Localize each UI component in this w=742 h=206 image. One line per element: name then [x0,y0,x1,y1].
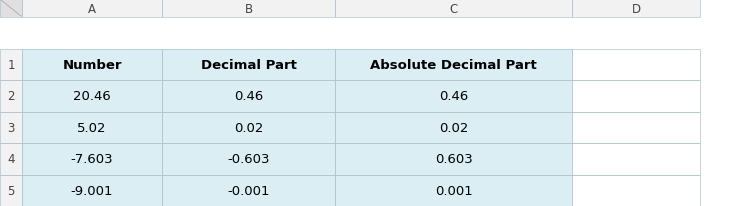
Bar [0,175,22,206]
Text: 0.46: 0.46 [234,90,263,103]
Text: 0.46: 0.46 [439,90,468,103]
Bar [572,49,700,81]
Bar [572,175,700,206]
Bar [22,143,162,175]
Text: -0.001: -0.001 [227,184,270,197]
Bar [335,49,572,81]
Bar [572,112,700,143]
Text: -9.001: -9.001 [70,184,114,197]
Bar [22,0,162,18]
Bar [335,175,572,206]
Text: Decimal Part: Decimal Part [200,59,297,71]
Text: D: D [631,2,640,15]
Bar [335,112,572,143]
Bar [22,81,162,112]
Text: 5: 5 [7,184,15,197]
Bar [0,175,22,206]
Bar [162,0,335,18]
Bar [22,112,162,143]
Bar [335,81,572,112]
Bar [335,81,572,112]
Bar [162,175,335,206]
Bar [572,175,700,206]
Bar [162,49,335,81]
Text: 0.02: 0.02 [439,121,468,134]
Bar [22,175,162,206]
Bar [22,175,162,206]
Text: B: B [244,2,252,15]
Bar [0,81,22,112]
Text: -0.603: -0.603 [227,152,270,165]
Bar [0,143,22,175]
Text: 2: 2 [7,90,15,103]
Bar [162,143,335,175]
Bar [162,175,335,206]
Bar [572,81,700,112]
Text: 3: 3 [7,121,15,134]
Bar [22,143,162,175]
Text: 5.02: 5.02 [77,121,107,134]
Bar [335,49,572,81]
Bar [22,112,162,143]
Bar [572,0,700,18]
Bar [572,81,700,112]
Bar [572,143,700,175]
Bar [335,112,572,143]
Text: 20.46: 20.46 [73,90,111,103]
Bar [335,0,572,18]
Text: 0.02: 0.02 [234,121,263,134]
Text: 0.603: 0.603 [435,152,473,165]
Text: Number: Number [62,59,122,71]
Bar [162,112,335,143]
Bar [0,49,22,81]
Bar [162,143,335,175]
Bar [22,81,162,112]
Text: A: A [88,2,96,15]
Bar [572,0,700,18]
Bar [335,0,572,18]
Bar [0,112,22,143]
Bar [22,49,162,81]
Bar [0,0,22,18]
Bar [335,175,572,206]
Bar [0,0,22,18]
Bar [0,49,22,81]
Bar [162,0,335,18]
Text: Absolute Decimal Part: Absolute Decimal Part [370,59,537,71]
Bar [0,143,22,175]
Bar [0,112,22,143]
Bar [162,81,335,112]
Bar [0,81,22,112]
Bar [572,49,700,81]
Text: 0.001: 0.001 [435,184,473,197]
Text: -7.603: -7.603 [70,152,114,165]
Bar [572,143,700,175]
Bar [162,81,335,112]
Bar [162,112,335,143]
Text: C: C [450,2,458,15]
Text: 4: 4 [7,152,15,165]
Bar [335,143,572,175]
Bar [162,49,335,81]
Bar [572,112,700,143]
Bar [22,49,162,81]
Bar [335,143,572,175]
Bar [22,0,162,18]
Text: 1: 1 [7,59,15,71]
